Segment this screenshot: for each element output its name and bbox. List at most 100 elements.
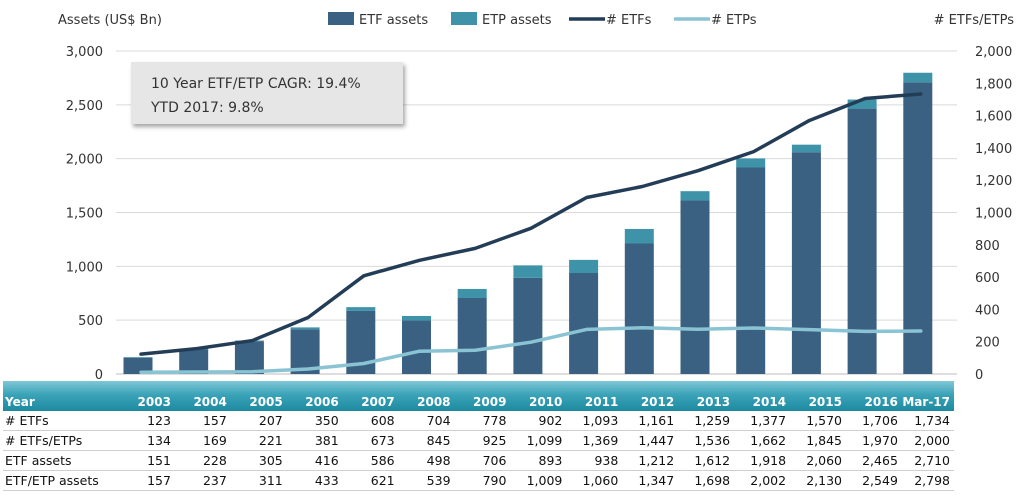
table-header-year: 2016	[841, 381, 898, 411]
table-cell: 1,536	[674, 430, 731, 451]
table-cell: 586	[338, 450, 395, 471]
table-cell: 350	[282, 411, 339, 431]
table-cell: 902	[506, 411, 563, 431]
bar-etf-assets	[569, 273, 599, 374]
bar-etf-assets	[234, 341, 264, 374]
bar-etf-assets	[457, 297, 487, 374]
bar-etp-assets	[457, 288, 487, 298]
bar-etp-assets	[791, 144, 821, 153]
y-axis-title-left: Assets (US$ Bn)	[58, 13, 162, 28]
table-cell: 2,465	[841, 450, 898, 471]
table-row: ETF assets 151 228 305 416 586 498 706 893 938 1,2…	[3, 450, 954, 471]
table-cell: 790	[450, 470, 507, 491]
y-tick-label-right: 1,200	[975, 174, 1012, 189]
table-cell: 2,002	[730, 470, 787, 491]
table-cell: 706	[450, 450, 507, 471]
bar-etp-assets	[903, 72, 933, 83]
bar-etp-assets	[123, 357, 153, 358]
table-cell: 2,000	[897, 430, 954, 451]
table-header-year: 2012	[618, 381, 675, 411]
table-cell: 621	[338, 470, 395, 491]
y-tick-label-right: 1,800	[975, 77, 1012, 92]
table-cell: 1,612	[674, 450, 731, 471]
table-cell: 1,212	[618, 450, 675, 471]
table-cell: 311	[226, 470, 283, 491]
bar-etp-assets	[290, 327, 320, 330]
table-cell: 1,734	[897, 411, 954, 431]
table-row-label: # ETFs/ETPs	[3, 430, 115, 451]
table-row: ETF/ETP assets 157 237 311 433 621 539 790 1,009…	[3, 470, 954, 491]
table-cell: 123	[115, 411, 171, 431]
table-cell: 207	[226, 411, 283, 431]
bar-etf-assets	[179, 349, 209, 374]
legend: ETF assets ETP assets # ETFs # ETPs	[328, 12, 757, 28]
bar-etp-assets	[624, 228, 654, 244]
table-cell: 893	[506, 450, 563, 471]
table-cell: 2,060	[786, 450, 842, 471]
table-row-label: ETF assets	[3, 450, 115, 471]
table-row-label: # ETFs	[3, 411, 115, 431]
bar-etf-assets	[791, 152, 821, 374]
table-header-year: 2015	[786, 381, 842, 411]
table-cell: 1,060	[562, 470, 619, 491]
bar-etp-assets	[569, 259, 599, 274]
bar-etf-assets	[402, 320, 431, 374]
table-row-label: ETF/ETP assets	[3, 470, 115, 491]
bar-etf-assets	[680, 200, 710, 374]
table-cell: 608	[338, 411, 395, 431]
table-cell: 539	[394, 470, 451, 491]
table-cell: 1,845	[786, 430, 842, 451]
table-cell: 1,099	[506, 430, 563, 451]
table-header-year: 2014	[730, 381, 787, 411]
line-etfs	[139, 92, 923, 356]
y-tick-label-left: 2,500	[66, 99, 103, 114]
cagr-annotation-box: 10 Year ETF/ETP CAGR: 19.4% YTD 2017: 9.…	[131, 62, 403, 124]
y-tick-label-left: 500	[78, 314, 103, 329]
table-header-year: 2006	[282, 381, 339, 411]
table-cell: 1,918	[730, 450, 787, 471]
y-tick-label-right: 600	[975, 271, 1000, 286]
y-tick-label-left: 3,000	[66, 45, 103, 60]
table-header-label: Year	[3, 381, 115, 411]
table-cell: 1,369	[562, 430, 619, 451]
table-cell: 1,447	[618, 430, 675, 451]
chart-area: Assets (US$ Bn) # ETFs/ETPs ETF assets ET…	[58, 12, 1014, 381]
table-cell: 2,549	[841, 470, 898, 491]
y-tick-label-right: 1,000	[975, 207, 1012, 222]
table-cell: 845	[394, 430, 451, 451]
table-cell: 381	[282, 430, 339, 451]
table-cell: 237	[170, 470, 227, 491]
table-cell: 228	[170, 450, 227, 471]
table-header-year: 2005	[226, 381, 283, 411]
bar-etf-assets	[123, 357, 153, 374]
table-cell: 134	[115, 430, 171, 451]
bar-etp-assets	[680, 191, 710, 201]
table-cell: 151	[115, 450, 171, 471]
table-cell: 2,710	[897, 450, 954, 471]
table-cell: 925	[450, 430, 507, 451]
table-header-year: 2011	[562, 381, 619, 411]
line-etps	[139, 326, 923, 374]
table-cell: 1,009	[506, 470, 563, 491]
legend-label: ETF assets	[359, 13, 428, 28]
y-tick-label-right: 2,000	[975, 45, 1012, 60]
line-series	[139, 92, 923, 374]
bar-etp-assets	[346, 307, 376, 311]
bar-etf-assets	[513, 277, 543, 374]
bar-etf-assets	[847, 108, 877, 374]
table-cell: 169	[170, 430, 227, 451]
table-cell: 1,698	[674, 470, 731, 491]
y-tick-label-left: 2,000	[66, 153, 103, 168]
table-cell: 157	[115, 470, 171, 491]
table-cell: 1,662	[730, 430, 787, 451]
table-cell: 1,161	[618, 411, 675, 431]
table-header-row: Year 2003 2004 2005 2006 2007 2008 2009 2010 2011…	[3, 381, 954, 411]
table-header-year: 2004	[170, 381, 227, 411]
table-cell: 673	[338, 430, 395, 451]
table-header-year: Mar-17	[897, 381, 954, 411]
y-tick-label-right: 800	[975, 239, 1000, 254]
bar-etp-assets	[513, 265, 543, 278]
table-cell: 221	[226, 430, 283, 451]
table-cell: 433	[282, 470, 339, 491]
y-tick-label-right: 0	[975, 368, 983, 381]
